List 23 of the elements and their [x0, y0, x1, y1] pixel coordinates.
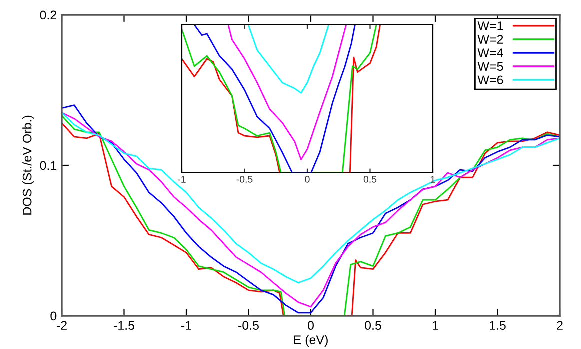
- legend-label: W=2: [478, 35, 504, 44]
- x-tick-label: 0: [308, 321, 314, 330]
- legend-label: W=1: [478, 22, 504, 30]
- x-tick-label: 0.5: [364, 176, 377, 183]
- legend-label: W=6: [478, 76, 504, 85]
- x-tick-label: -2: [57, 321, 67, 330]
- x-tick-label: 2: [557, 321, 563, 330]
- x-tick-label: -1: [178, 176, 186, 183]
- x-tick-label: -0.5: [236, 176, 253, 183]
- legend-label: W=4: [478, 48, 504, 58]
- x-tick-label: -1: [182, 321, 192, 330]
- x-axis-title: E (eV): [294, 335, 328, 347]
- x-tick-label: 0.5: [365, 321, 382, 330]
- legend-label: W=5: [478, 62, 504, 72]
- x-tick-label: 1: [432, 321, 438, 330]
- y-tick-label: 0: [50, 312, 57, 321]
- y-tick-label: 0.1: [40, 161, 57, 170]
- x-tick-label: -1.5: [114, 321, 134, 330]
- x-tick-label: 0: [305, 176, 310, 183]
- x-tick-label: 1.5: [490, 321, 506, 330]
- x-tick-label: -0.5: [238, 321, 259, 330]
- y-axis-title: DOS (St./eV Orb.): [22, 116, 34, 215]
- y-tick-label: 0.2: [40, 10, 57, 20]
